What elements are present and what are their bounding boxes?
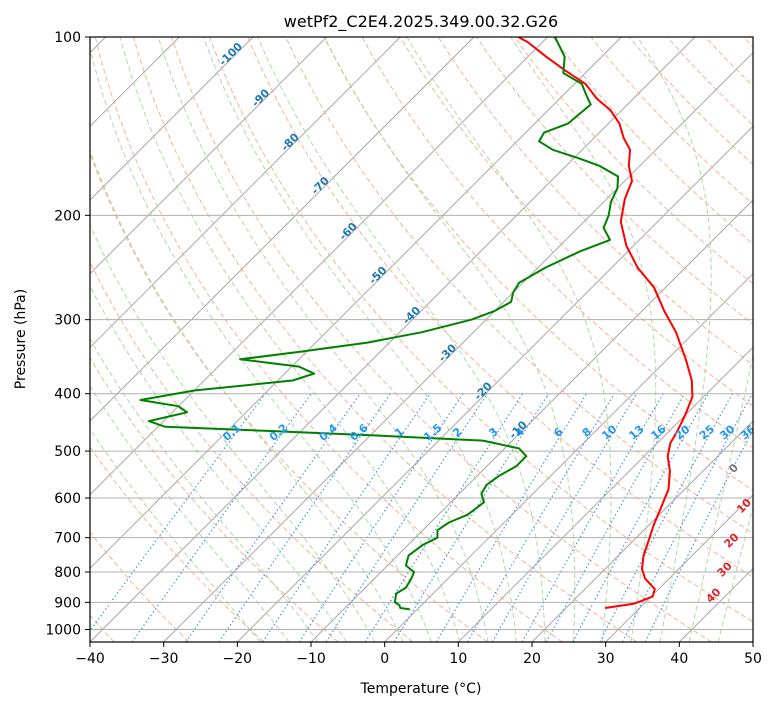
x-tick-label: −20	[223, 651, 253, 667]
x-tick-label: −30	[149, 651, 179, 667]
x-axis-label: Temperature (°C)	[360, 681, 482, 697]
x-tick-label: −10	[296, 651, 326, 667]
x-tick-label: 20	[523, 651, 541, 667]
x-tick-label: 10	[449, 651, 467, 667]
y-tick-label: 500	[54, 444, 81, 460]
y-tick-label: 600	[54, 491, 81, 507]
y-tick-label: 300	[54, 313, 81, 329]
y-tick-label: 800	[54, 565, 81, 581]
y-tick-label: 400	[54, 387, 81, 403]
y-tick-label: 700	[54, 531, 81, 547]
x-tick-label: −40	[75, 651, 105, 667]
chart-title: wetPf2_C2E4.2025.349.00.32.G26	[284, 12, 558, 32]
x-tick-label: 0	[380, 651, 389, 667]
y-tick-label: 1000	[45, 622, 81, 638]
y-axis-label: Pressure (hPa)	[13, 289, 29, 389]
y-tick-label: 900	[54, 595, 81, 611]
y-tick-label: 100	[54, 30, 81, 46]
x-tick-label: 50	[744, 651, 762, 667]
x-tick-label: 30	[597, 651, 615, 667]
y-tick-label: 200	[54, 208, 81, 224]
x-tick-label: 40	[670, 651, 688, 667]
